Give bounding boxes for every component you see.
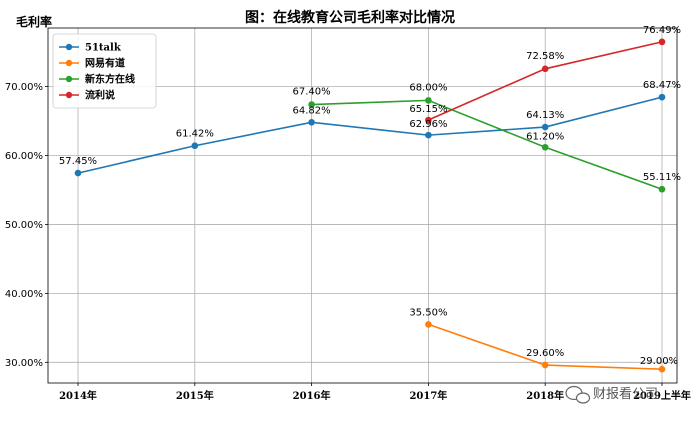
series-line-2 (311, 99, 663, 190)
watermark-text: 财报看公司 (593, 386, 658, 402)
x-tick-label: 2017年 (409, 389, 447, 402)
data-point (658, 93, 666, 101)
wechat-icon (565, 385, 591, 404)
data-point (658, 185, 666, 193)
legend-swatch-marker (65, 59, 73, 67)
legend-swatch-marker (65, 91, 73, 99)
data-label: 61.20% (526, 131, 564, 142)
data-label: 35.50% (409, 307, 447, 318)
data-label: 55.11% (643, 172, 681, 183)
data-label: 68.47% (643, 80, 681, 91)
y-axis-label: 毛利率 (16, 14, 52, 29)
legend-swatch-marker (65, 43, 73, 51)
data-label: 64.82% (293, 105, 331, 116)
x-tick-label: 2014年 (59, 389, 97, 402)
data-label: 62.96% (409, 119, 447, 130)
data-labels: 57.45% 61.42% 64.82% 62.96% 64.13% 68.47% 35.5… (59, 25, 681, 367)
data-label: 57.45% (59, 156, 97, 167)
data-point (425, 131, 432, 139)
series-line-0 (77, 96, 663, 174)
data-label: 72.58% (526, 51, 564, 62)
y-tick-label: 40.00% (5, 289, 43, 300)
series-layer (74, 38, 666, 373)
data-label: 67.40% (293, 87, 331, 98)
data-point (541, 65, 549, 73)
x-tick-label: 2016年 (293, 389, 331, 402)
data-point (308, 118, 315, 126)
legend-entry: 51talk (85, 43, 122, 54)
data-point (541, 143, 549, 151)
y-tick-label: 70.00% (5, 82, 43, 93)
data-point (425, 321, 432, 328)
data-label: 68.00% (409, 82, 447, 93)
data-point (658, 365, 666, 373)
data-point (541, 361, 549, 369)
y-tick-label: 30.00% (5, 358, 43, 369)
legend-entry: 新东方在线 (85, 73, 135, 86)
plot-area-frame (47, 27, 678, 384)
data-label: 76.49% (643, 25, 681, 36)
data-label: 29.00% (640, 356, 678, 367)
y-tick-label: 50.00% (5, 220, 43, 231)
data-point (308, 101, 315, 108)
data-label: 64.13% (526, 110, 564, 121)
legend-box (52, 33, 157, 109)
chart-title: 图：在线教育公司毛利率对比情况 (245, 9, 455, 26)
x-tick-label: 2018年 (526, 389, 564, 402)
legend-entry: 流利说 (85, 89, 115, 102)
data-label: 29.60% (526, 348, 564, 359)
data-point (658, 38, 666, 46)
x-tick-labels: 2014年 2015年 2016年 2017年 2018年 2019上半年 (59, 383, 691, 402)
data-point (425, 97, 432, 104)
data-label: 65.15% (409, 104, 447, 115)
data-point (191, 142, 199, 150)
x-tick-label: 2019上半年 (633, 389, 691, 402)
data-point (74, 169, 82, 177)
y-tick-labels: 30.00% 40.00% 50.00% 60.00% 70.00% (5, 82, 48, 369)
data-point (541, 123, 549, 131)
legend-swatch-marker (65, 75, 73, 83)
data-point (425, 116, 432, 124)
legend-entry: 网易有道 (85, 57, 125, 70)
y-tick-label: 60.00% (5, 151, 43, 162)
watermark: 财报看公司 (565, 385, 658, 404)
data-label: 61.42% (176, 129, 214, 140)
x-tick-label: 2015年 (176, 389, 214, 402)
